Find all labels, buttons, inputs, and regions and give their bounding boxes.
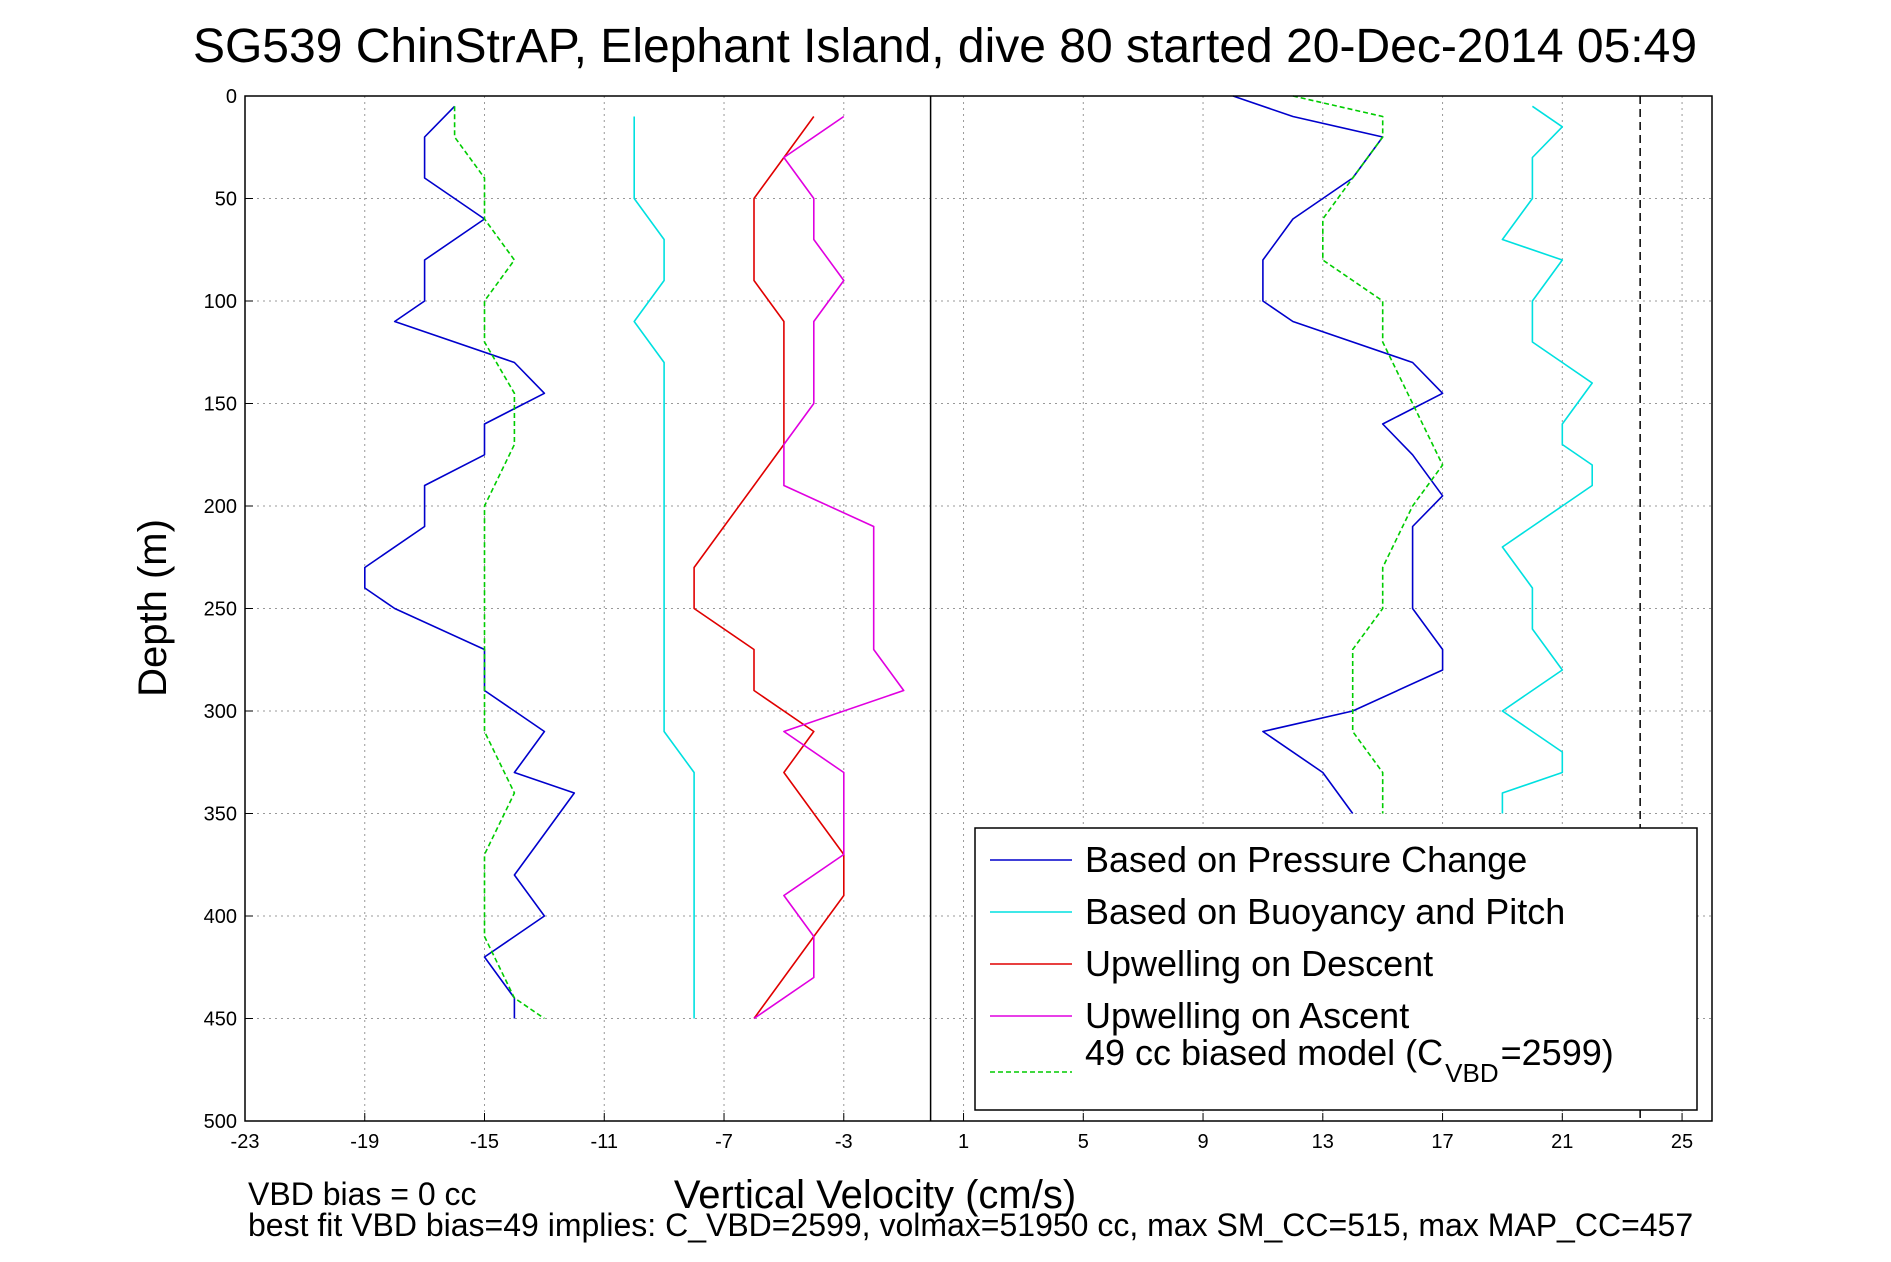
vbd-bias-note: VBD bias = 0 cc (248, 1176, 477, 1212)
axis-ticks: -23 -19 -15 -11 -7 -3 1 5 9 13 17 21 250501001502002… (204, 86, 1694, 1153)
series-line (453, 106, 545, 1020)
x-tick-label: -23 (231, 1131, 260, 1153)
chart-title: SG539 ChinStrAP, Elephant Island, dive 8… (193, 20, 1697, 73)
y-tick-label: 300 (204, 701, 237, 723)
legend-label: Based on Pressure Change (1085, 839, 1527, 880)
x-tick-label: -19 (350, 1131, 379, 1153)
legend-label-subscript: VBD (1445, 1058, 1498, 1088)
x-axis-label: Vertical Velocity (cm/s) (674, 1173, 1076, 1217)
y-tick-label: 100 (204, 291, 237, 313)
series-line (753, 115, 905, 1020)
legend: Based on Pressure Change Based on Buoyanc… (974, 827, 1698, 1111)
y-tick-label: 400 (204, 906, 237, 928)
y-tick-label: 150 (204, 394, 237, 416)
series-line (633, 116, 695, 1019)
y-tick-label: 250 (204, 599, 237, 621)
legend-label: Based on Buoyancy and Pitch (1085, 891, 1565, 932)
series-line-unlabeled (1501, 105, 1593, 814)
x-tick-label: 21 (1551, 1131, 1573, 1153)
legend-label: Upwelling on Descent (1085, 943, 1433, 984)
y-tick-label: 350 (204, 804, 237, 826)
series-line (693, 116, 845, 1019)
x-tick-label: -15 (470, 1131, 499, 1153)
legend-label: 49 cc biased model (C (1085, 1032, 1443, 1073)
legend-label-suffix: =2599) (1501, 1032, 1614, 1073)
series-line (363, 105, 576, 1019)
x-tick-label: 13 (1312, 1131, 1334, 1153)
x-tick-label: 5 (1078, 1131, 1089, 1153)
legend-box (974, 827, 1698, 1111)
series-line-unlabeled (1292, 95, 1444, 814)
x-tick-label: 1 (958, 1131, 969, 1153)
legend-label: Upwelling on Ascent (1085, 995, 1409, 1036)
x-tick-label: 17 (1431, 1131, 1453, 1153)
y-tick-label: 0 (226, 86, 237, 108)
y-tick-label: 450 (204, 1009, 237, 1031)
data-lines (363, 95, 1641, 1121)
y-tick-label: 500 (204, 1111, 237, 1133)
x-tick-label: 25 (1671, 1131, 1693, 1153)
x-tick-label: -7 (715, 1131, 733, 1153)
series-line-unlabeled (1232, 95, 1444, 814)
best-fit-note: best fit VBD bias=49 implies: C_VBD=2599… (248, 1207, 1693, 1243)
x-tick-label: -11 (591, 1131, 618, 1153)
x-tick-label: -3 (835, 1131, 853, 1153)
y-tick-label: 50 (215, 189, 237, 211)
y-axis-label: Depth (m) (131, 519, 175, 697)
x-tick-label: 9 (1197, 1131, 1208, 1153)
y-tick-label: 200 (204, 496, 237, 518)
